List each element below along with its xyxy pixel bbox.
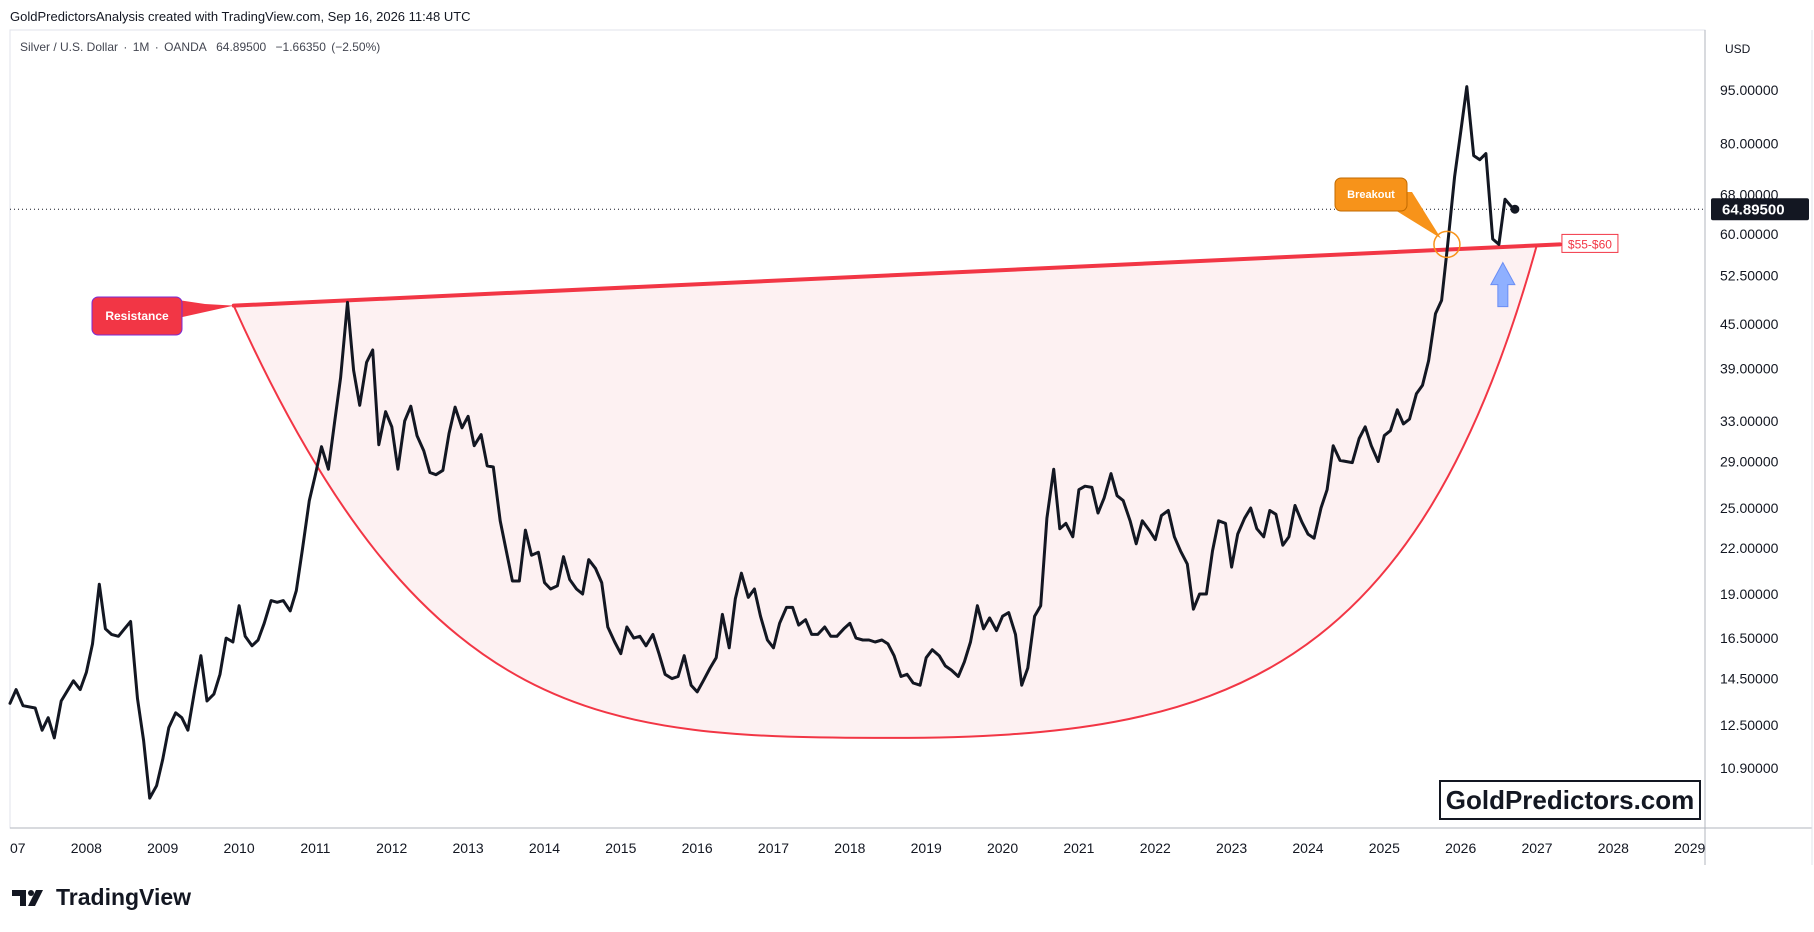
silver-price-line[interactable] bbox=[8, 85, 1517, 800]
y-tick-label: 19.00000 bbox=[1720, 586, 1779, 602]
x-tick-label: 2025 bbox=[1369, 840, 1400, 856]
watermark-text: GoldPredictors.com bbox=[1446, 785, 1695, 815]
y-tick-label: 52.50000 bbox=[1720, 268, 1779, 284]
y-tick-label: 22.00000 bbox=[1720, 540, 1779, 556]
symbol-info: Silver / U.S. Dollar · 1M · OANDA 64.895… bbox=[20, 40, 381, 54]
x-tick-label: 2012 bbox=[376, 840, 407, 856]
breakout-callout[interactable] bbox=[1334, 177, 1408, 212]
current-price-tag bbox=[1711, 198, 1809, 221]
symbol-source: OANDA bbox=[164, 40, 207, 54]
x-tick-label: 07 bbox=[10, 840, 26, 856]
x-tick-label: 2016 bbox=[682, 840, 713, 856]
x-tick-label: 2027 bbox=[1521, 840, 1552, 856]
x-tick-label: 2023 bbox=[1216, 840, 1247, 856]
symbol-interval[interactable]: 1M bbox=[132, 40, 150, 54]
x-tick-label: 2020 bbox=[987, 840, 1018, 856]
x-tick-label: 2014 bbox=[529, 840, 560, 856]
breakout-circle bbox=[1433, 230, 1461, 259]
symbol-change: −1.66350 bbox=[275, 40, 326, 54]
tradingview-brand[interactable]: TradingView bbox=[12, 884, 191, 911]
y-tick-label: 12.50000 bbox=[1720, 717, 1779, 733]
cup-area bbox=[233, 244, 1538, 738]
brand-label: TradingView bbox=[56, 884, 192, 910]
x-tick-label: 2024 bbox=[1292, 840, 1323, 856]
x-tick-label: 2019 bbox=[911, 840, 942, 856]
resistance-callout[interactable] bbox=[91, 296, 183, 336]
y-tick-label: 14.50000 bbox=[1720, 671, 1779, 687]
x-tick-label: 2010 bbox=[223, 840, 254, 856]
cup-curve bbox=[232, 244, 1538, 739]
x-tick-label: 2026 bbox=[1445, 840, 1476, 856]
x-tick-label: 2022 bbox=[1140, 840, 1171, 856]
x-tick-label: 2028 bbox=[1598, 840, 1629, 856]
symbol-name[interactable]: Silver / U.S. Dollar bbox=[20, 40, 119, 54]
x-tick-label: 2011 bbox=[300, 840, 330, 856]
zone-box[interactable] bbox=[1561, 233, 1619, 253]
currency-label[interactable]: USD bbox=[1725, 42, 1751, 56]
y-tick-label: 80.00000 bbox=[1720, 136, 1779, 152]
y-tick-label: 25.00000 bbox=[1720, 500, 1779, 516]
zone-label: $55-$60 bbox=[1568, 237, 1612, 251]
y-tick-label: 45.00000 bbox=[1720, 316, 1779, 332]
x-tick-label: 2021 bbox=[1063, 840, 1094, 856]
y-tick-label: 29.00000 bbox=[1720, 454, 1779, 470]
resistance-pointer bbox=[178, 300, 234, 318]
y-tick-label: 33.00000 bbox=[1720, 413, 1779, 429]
y-tick-label: 60.00000 bbox=[1720, 226, 1779, 242]
last-price-dot bbox=[1510, 204, 1520, 214]
breakout-label: Breakout bbox=[1347, 189, 1395, 201]
up-arrow-icon bbox=[1490, 261, 1516, 308]
y-tick-label: 16.50000 bbox=[1720, 630, 1779, 646]
resistance-line[interactable] bbox=[231, 242, 1562, 308]
x-tick-label: 2029 bbox=[1674, 840, 1705, 856]
tradingview-logo-icon bbox=[12, 889, 43, 906]
symbol-change-pct: (−2.50%) bbox=[331, 40, 381, 54]
x-tick-label: 2018 bbox=[834, 840, 865, 856]
x-tick-label: 2008 bbox=[71, 840, 102, 856]
current-price-label: 64.89500 bbox=[1722, 202, 1785, 219]
x-tick-label: 2009 bbox=[147, 840, 178, 856]
resistance-label: Resistance bbox=[105, 309, 169, 323]
watermark-box bbox=[1439, 780, 1701, 820]
x-tick-label: 2017 bbox=[758, 840, 789, 856]
y-tick-label: 10.90000 bbox=[1720, 760, 1779, 776]
chart-caption: GoldPredictorsAnalysis created with Trad… bbox=[10, 9, 471, 24]
symbol-price: 64.89500 bbox=[216, 40, 267, 54]
y-tick-label: 95.00000 bbox=[1720, 82, 1779, 98]
x-tick-label: 2013 bbox=[453, 840, 484, 856]
y-tick-label: 39.00000 bbox=[1720, 361, 1779, 377]
x-tick-label: 2015 bbox=[605, 840, 636, 856]
